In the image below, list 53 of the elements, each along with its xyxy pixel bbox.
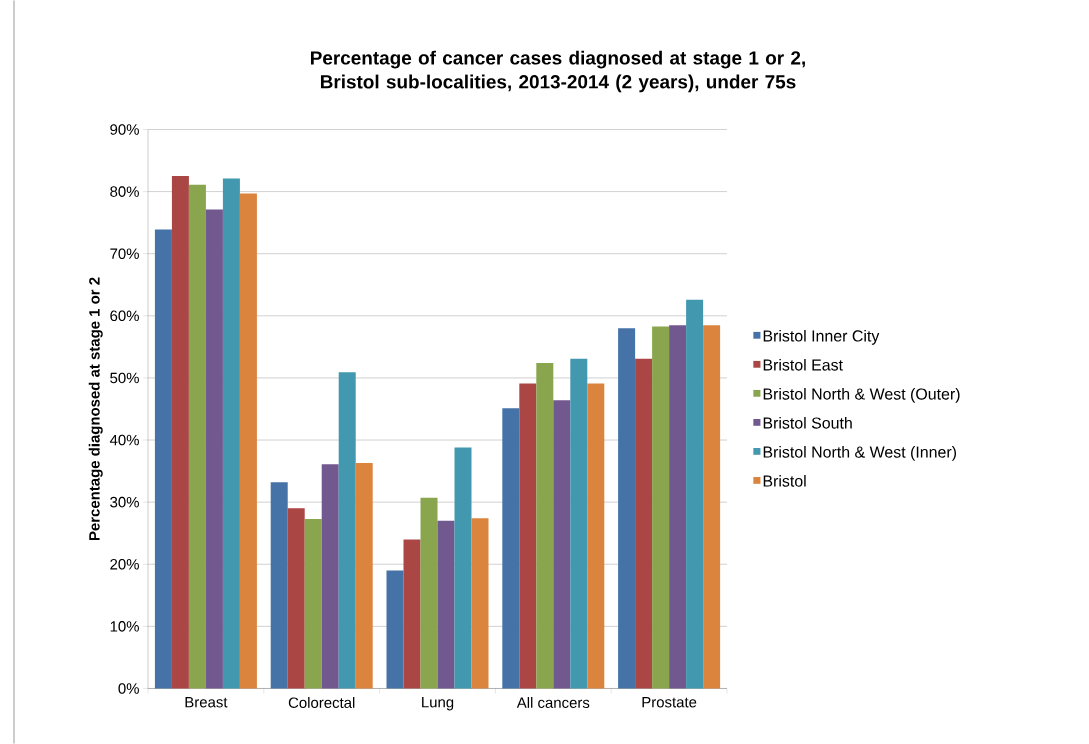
legend-label: Bristol Inner City bbox=[763, 329, 880, 345]
bar bbox=[205, 209, 223, 689]
y-tick-label: 90% bbox=[110, 124, 139, 135]
bar bbox=[270, 482, 288, 689]
bar bbox=[420, 497, 438, 689]
bar bbox=[471, 518, 489, 689]
bar bbox=[635, 358, 653, 689]
y-axis-title: Percentage diagnosed at stage 1 or 2 bbox=[88, 277, 103, 541]
y-tick-label: 20% bbox=[110, 558, 139, 570]
bar bbox=[570, 358, 588, 689]
x-tick-label: Colorectal bbox=[288, 697, 355, 708]
bar bbox=[338, 372, 356, 689]
x-tick-label: Lung bbox=[422, 697, 454, 711]
bar bbox=[502, 408, 520, 689]
bar bbox=[519, 383, 537, 689]
bar bbox=[553, 400, 571, 689]
chart-title: Percentage of cancer cases diagnosed at stage 1 or 2, Bristol sub-localities, 2013-2014 (2 years), under 75s bbox=[310, 50, 805, 93]
bar bbox=[587, 383, 605, 689]
bar bbox=[171, 176, 189, 689]
bar bbox=[188, 184, 206, 689]
bar bbox=[703, 325, 721, 689]
bar bbox=[652, 326, 670, 689]
bar bbox=[222, 178, 240, 689]
bar bbox=[669, 325, 687, 689]
bar bbox=[536, 363, 554, 689]
y-tick-label: 0% bbox=[118, 683, 139, 694]
y-tick-label: 10% bbox=[110, 621, 139, 632]
legend-label: Bristol East bbox=[763, 358, 843, 371]
bar bbox=[454, 447, 472, 689]
y-tick-label: 50% bbox=[110, 372, 139, 384]
legend-label: Bristol North & West (Inner) bbox=[763, 446, 956, 461]
bar bbox=[355, 463, 373, 689]
bar bbox=[304, 518, 322, 689]
y-tick-label: 70% bbox=[110, 248, 139, 259]
legend-label: Bristol North & West (Outer) bbox=[763, 387, 960, 403]
y-tick-label: 40% bbox=[109, 434, 139, 446]
bar bbox=[239, 193, 257, 689]
bar bbox=[321, 464, 339, 689]
bar bbox=[686, 299, 704, 689]
y-tick-label: 30% bbox=[110, 496, 139, 508]
x-tick-label: Prostate bbox=[642, 697, 697, 708]
y-tick-label: 80% bbox=[110, 186, 139, 197]
legend-label: Bristol South bbox=[763, 416, 852, 429]
x-tick-label: Breast bbox=[185, 697, 228, 708]
bar bbox=[154, 229, 172, 689]
bar bbox=[437, 520, 455, 689]
bar bbox=[386, 570, 404, 689]
y-tick-label: 60% bbox=[110, 310, 139, 322]
bar bbox=[403, 539, 421, 689]
bar bbox=[618, 328, 636, 689]
x-tick-label: All cancers bbox=[516, 697, 590, 708]
legend-label: Bristol bbox=[763, 475, 806, 487]
bar bbox=[287, 508, 305, 689]
